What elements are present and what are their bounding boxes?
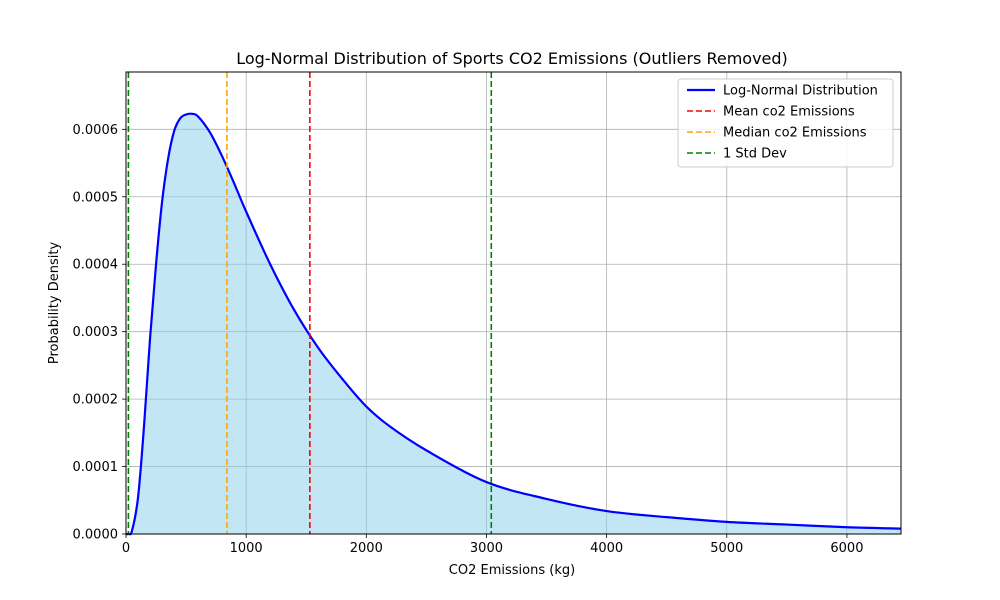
x-axis: 0 1000 2000 3000 4000 5000 6000: [122, 534, 863, 556]
x-tick-label: 6000: [830, 541, 863, 556]
x-tick-label: 1000: [230, 541, 263, 556]
legend-box: [677, 78, 894, 168]
y-tick-label: 0.0006: [73, 123, 119, 138]
distribution-curve: [125, 112, 902, 536]
y-tick-label: 0.0005: [73, 190, 119, 205]
reference-lines: [127, 72, 493, 534]
plot-frame: [125, 71, 902, 535]
x-axis-label: CO2 Emissions (kg): [449, 563, 575, 578]
chart-title: Log-Normal Distribution of Sports CO2 Em…: [236, 49, 788, 68]
legend-label: Median co2 Emissions: [723, 126, 867, 141]
legend-label: Log-Normal Distribution: [723, 84, 878, 99]
x-tick-label: 4000: [590, 541, 623, 556]
x-tick-label: 3000: [470, 541, 503, 556]
y-axis: 0.0000 0.0001 0.0002 0.0003 0.0004 0.0005 0.00…: [73, 123, 126, 543]
x-tick-label: 2000: [350, 541, 383, 556]
x-tick-label: 5000: [710, 541, 743, 556]
legend-label: 1 Std Dev: [723, 147, 787, 162]
y-axis-label: Probability Density: [47, 242, 62, 365]
distribution-area-fill: [126, 113, 901, 535]
y-tick-label: 0.0003: [73, 325, 119, 340]
y-tick-label: 0.0004: [73, 258, 119, 273]
x-tick-label: 0: [122, 541, 130, 556]
y-tick-label: 0.0001: [73, 460, 119, 475]
legend-label: Mean co2 Emissions: [723, 105, 855, 120]
y-tick-label: 0.0002: [73, 393, 119, 408]
y-tick-label: 0.0000: [73, 528, 119, 543]
legend: Log-Normal Distribution Mean co2 Emission…: [677, 78, 894, 168]
